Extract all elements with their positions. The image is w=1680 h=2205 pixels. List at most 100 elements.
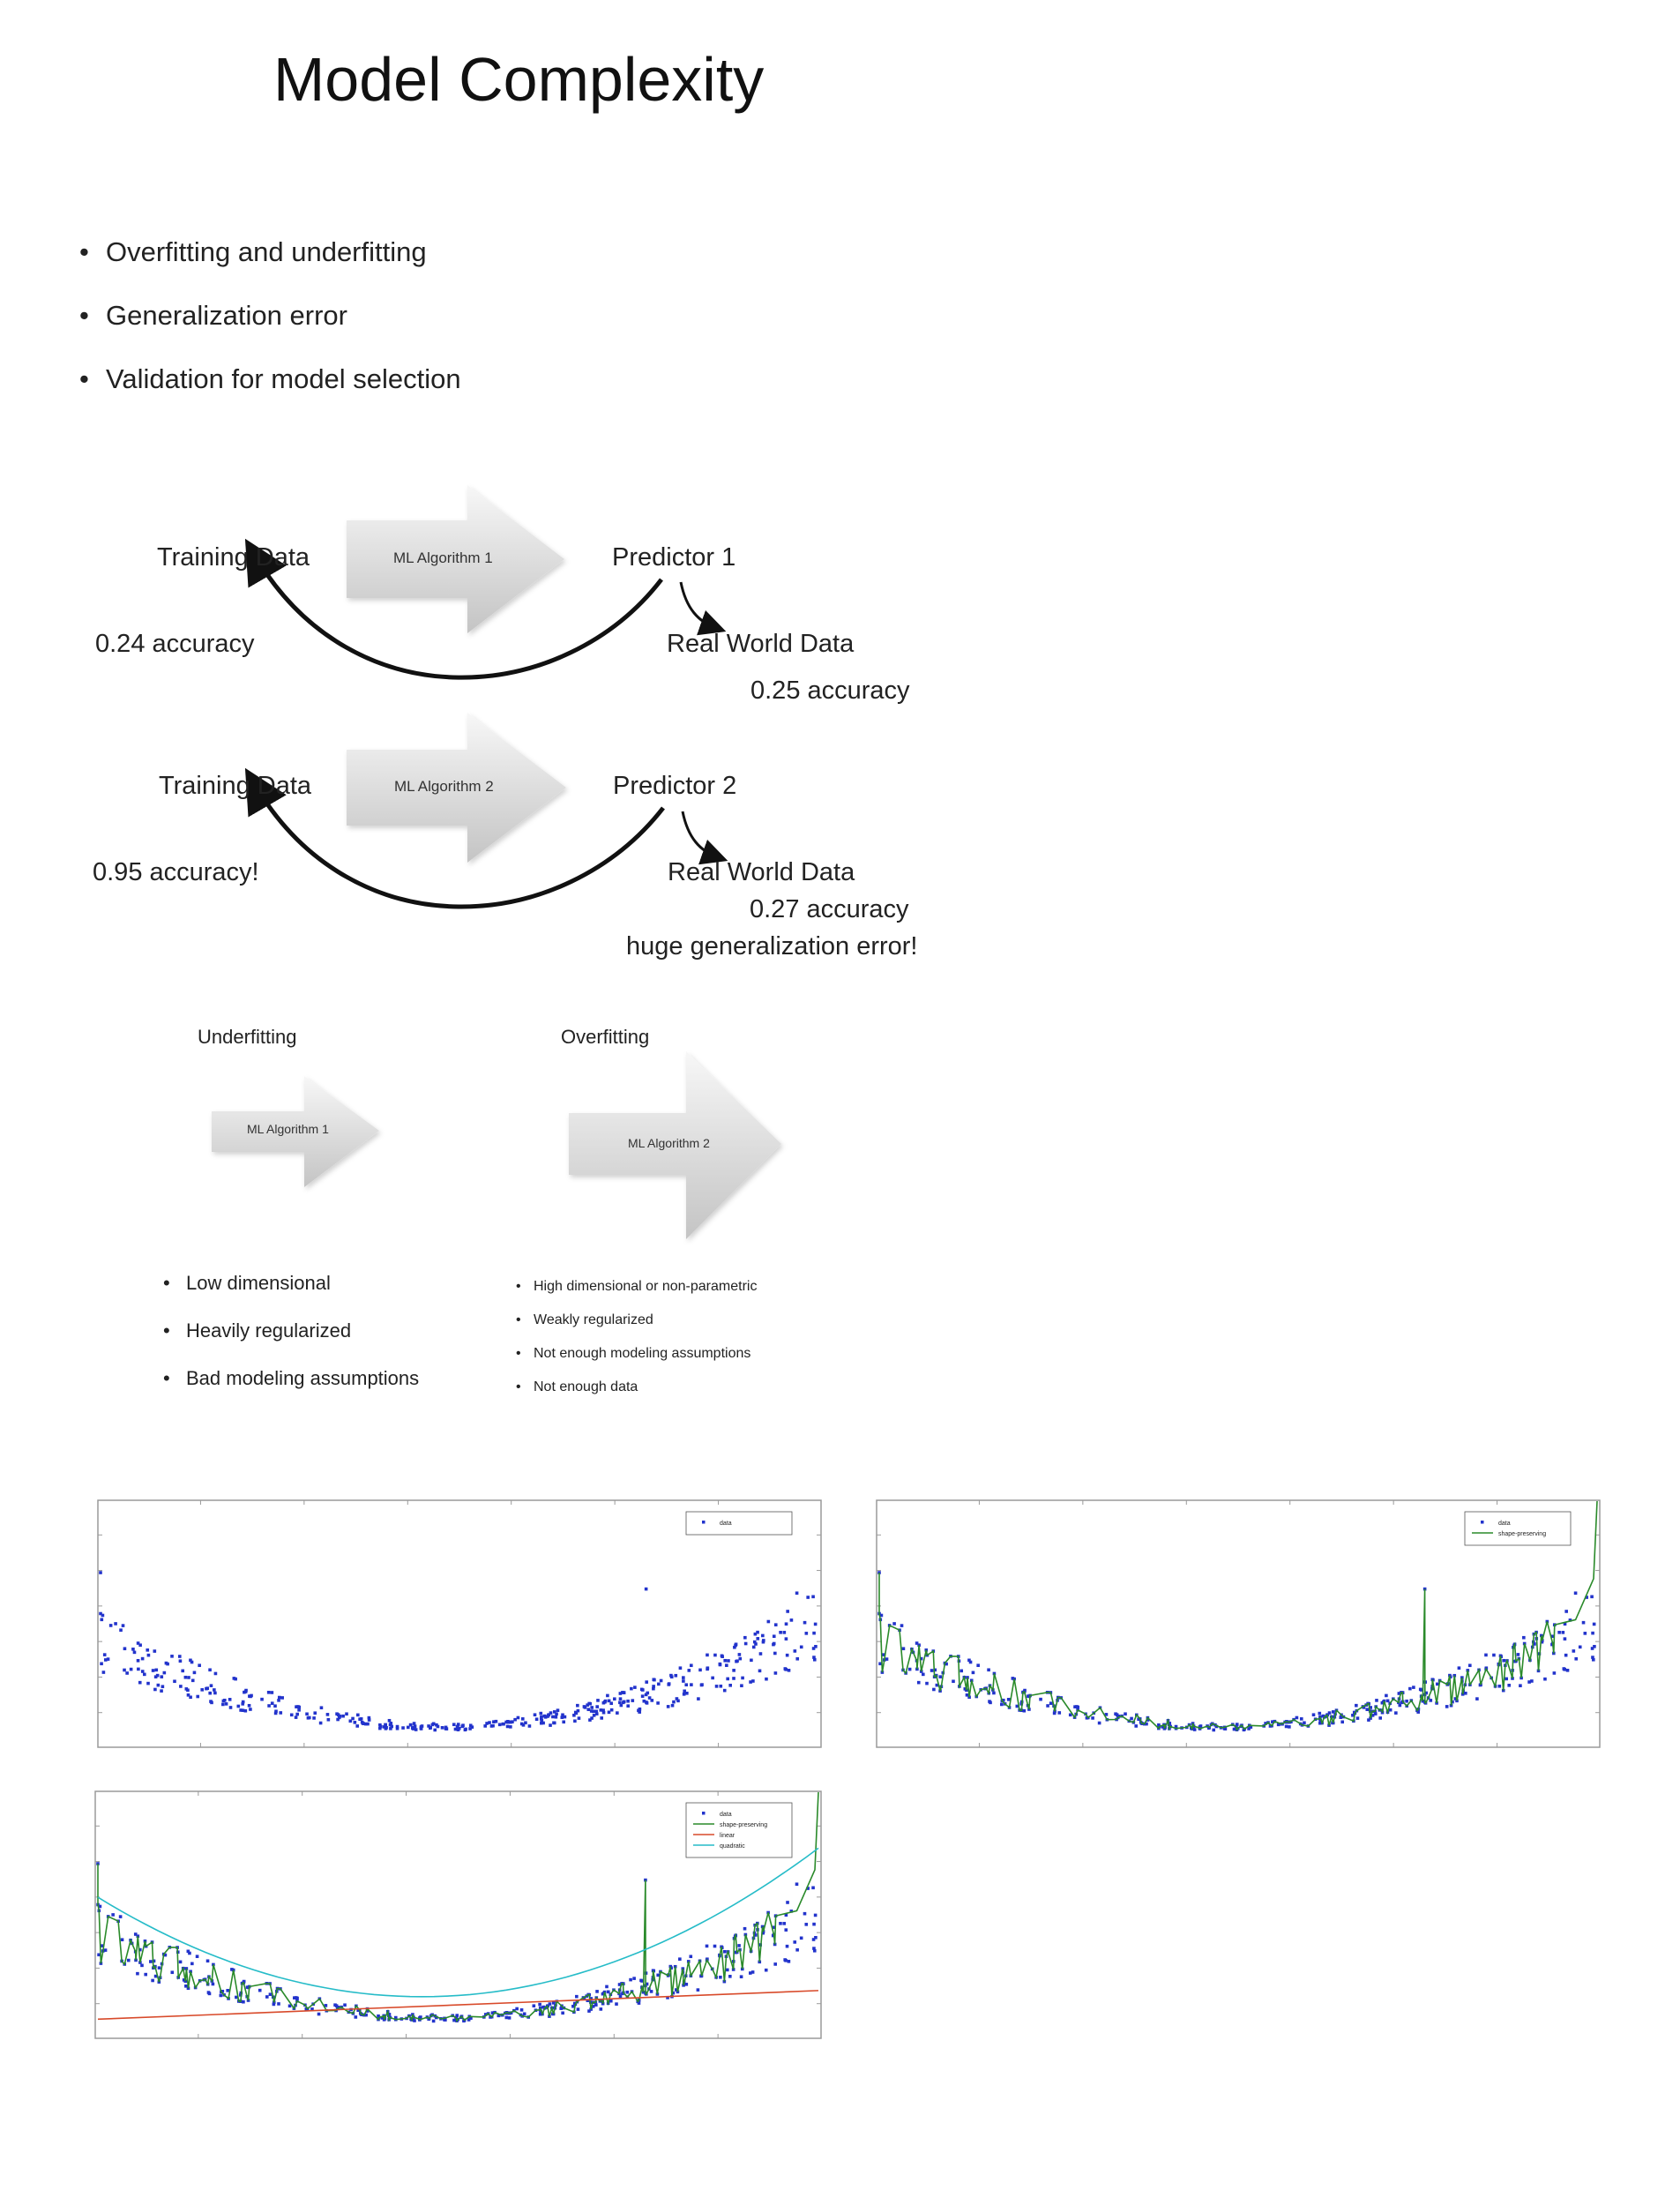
- overfitting-heading: Overfitting: [561, 1026, 650, 1048]
- data-point: [136, 1658, 140, 1663]
- data-point: [367, 1715, 371, 1720]
- data-point: [469, 2016, 473, 2020]
- topic-item: Generalization error: [79, 295, 461, 358]
- data-point: [198, 1663, 201, 1668]
- data-point: [497, 1723, 502, 1727]
- legend: data shape-preserving linear quadratic: [685, 1802, 793, 1858]
- data-point: [310, 2007, 314, 2011]
- data-point: [588, 1718, 592, 1722]
- data-point: [1574, 1656, 1579, 1661]
- data-point: [1299, 1717, 1303, 1721]
- data-point: [406, 1725, 410, 1730]
- data-point: [773, 1623, 778, 1626]
- data-point: [133, 1932, 138, 1936]
- data-point: [140, 1670, 145, 1673]
- data-point: [743, 1926, 747, 1931]
- training-accuracy: 0.95 accuracy!: [93, 858, 259, 886]
- data-point: [521, 1723, 526, 1727]
- data-point: [1006, 1698, 1011, 1701]
- data-point: [244, 1688, 248, 1693]
- data-point: [803, 1620, 807, 1625]
- list-item: High dimensional or non-parametric: [516, 1277, 757, 1311]
- data-point: [637, 2001, 641, 2005]
- data-point: [1475, 1697, 1479, 1700]
- data-point: [419, 1727, 423, 1730]
- data-point: [795, 1591, 799, 1596]
- data-point: [457, 1726, 461, 1730]
- legend-label: data: [1498, 1521, 1511, 1527]
- data-point: [987, 1668, 990, 1672]
- data-point: [718, 1663, 722, 1667]
- data-point: [241, 1708, 245, 1713]
- data-point: [338, 1715, 342, 1718]
- data-point: [324, 2004, 328, 2007]
- topic-item: Validation for model selection: [79, 358, 461, 422]
- data-point: [297, 1705, 302, 1709]
- data-point: [427, 1724, 430, 1728]
- data-point: [803, 1911, 807, 1916]
- data-point: [751, 1645, 756, 1649]
- data-point: [1365, 1708, 1370, 1711]
- data-series: [99, 1571, 818, 1732]
- list-item: Heavily regularized: [163, 1318, 419, 1365]
- data-point: [806, 1887, 810, 1890]
- legend-box: [1464, 1511, 1572, 1546]
- data-point: [186, 1949, 190, 1954]
- data-point: [108, 1624, 113, 1627]
- data-point: [638, 1710, 642, 1714]
- data-point: [163, 1953, 168, 1957]
- data-point: [785, 1653, 789, 1657]
- data-point: [153, 1649, 157, 1653]
- data-point: [752, 1640, 757, 1644]
- data-point: [1057, 1711, 1062, 1715]
- data-point: [152, 1959, 156, 1963]
- data-point: [603, 1699, 608, 1703]
- data-point: [644, 1693, 648, 1697]
- data-point: [1468, 1663, 1472, 1668]
- data-point: [591, 2005, 595, 2008]
- data-point: [698, 1668, 702, 1672]
- data-point: [952, 1679, 955, 1684]
- data-point: [297, 1708, 301, 1712]
- data-point: [1497, 1684, 1502, 1688]
- data-point: [146, 1653, 151, 1657]
- data-point: [408, 1723, 413, 1727]
- data-point: [186, 1693, 190, 1697]
- data-point: [606, 1693, 609, 1698]
- data-point: [1378, 1716, 1383, 1720]
- data-point: [576, 2007, 580, 2011]
- data-point: [741, 1676, 744, 1680]
- data-point: [901, 1647, 906, 1651]
- data-point: [563, 1715, 567, 1719]
- data-point: [737, 1653, 742, 1656]
- data-point: [738, 1656, 743, 1661]
- data-point: [1276, 1723, 1281, 1727]
- data-point: [505, 1724, 510, 1729]
- data-point: [539, 1717, 543, 1721]
- data-point: [575, 1994, 579, 1999]
- data-point: [1002, 1698, 1005, 1702]
- data-point: [601, 1710, 606, 1715]
- data-point: [672, 1700, 676, 1704]
- data-point: [1370, 1714, 1375, 1717]
- data-point: [1591, 1631, 1594, 1635]
- data-point: [279, 1711, 283, 1715]
- data-point: [916, 1680, 921, 1685]
- data-point: [1232, 1727, 1236, 1731]
- data-point: [444, 1727, 449, 1730]
- data-point: [728, 1684, 732, 1687]
- data-point: [1023, 1688, 1027, 1693]
- data-point: [1484, 1653, 1488, 1657]
- data-point: [576, 1708, 580, 1713]
- data-point: [1311, 1713, 1316, 1717]
- data-point: [242, 1979, 246, 1984]
- data-point: [607, 1699, 611, 1703]
- data-point: [571, 2004, 575, 2008]
- data-point: [761, 1633, 765, 1638]
- data-point: [625, 1990, 630, 1994]
- data-point: [726, 1968, 729, 1972]
- data-point: [270, 1701, 274, 1705]
- data-point: [711, 1676, 714, 1680]
- data-point: [295, 1996, 299, 2000]
- data-point: [749, 1680, 752, 1684]
